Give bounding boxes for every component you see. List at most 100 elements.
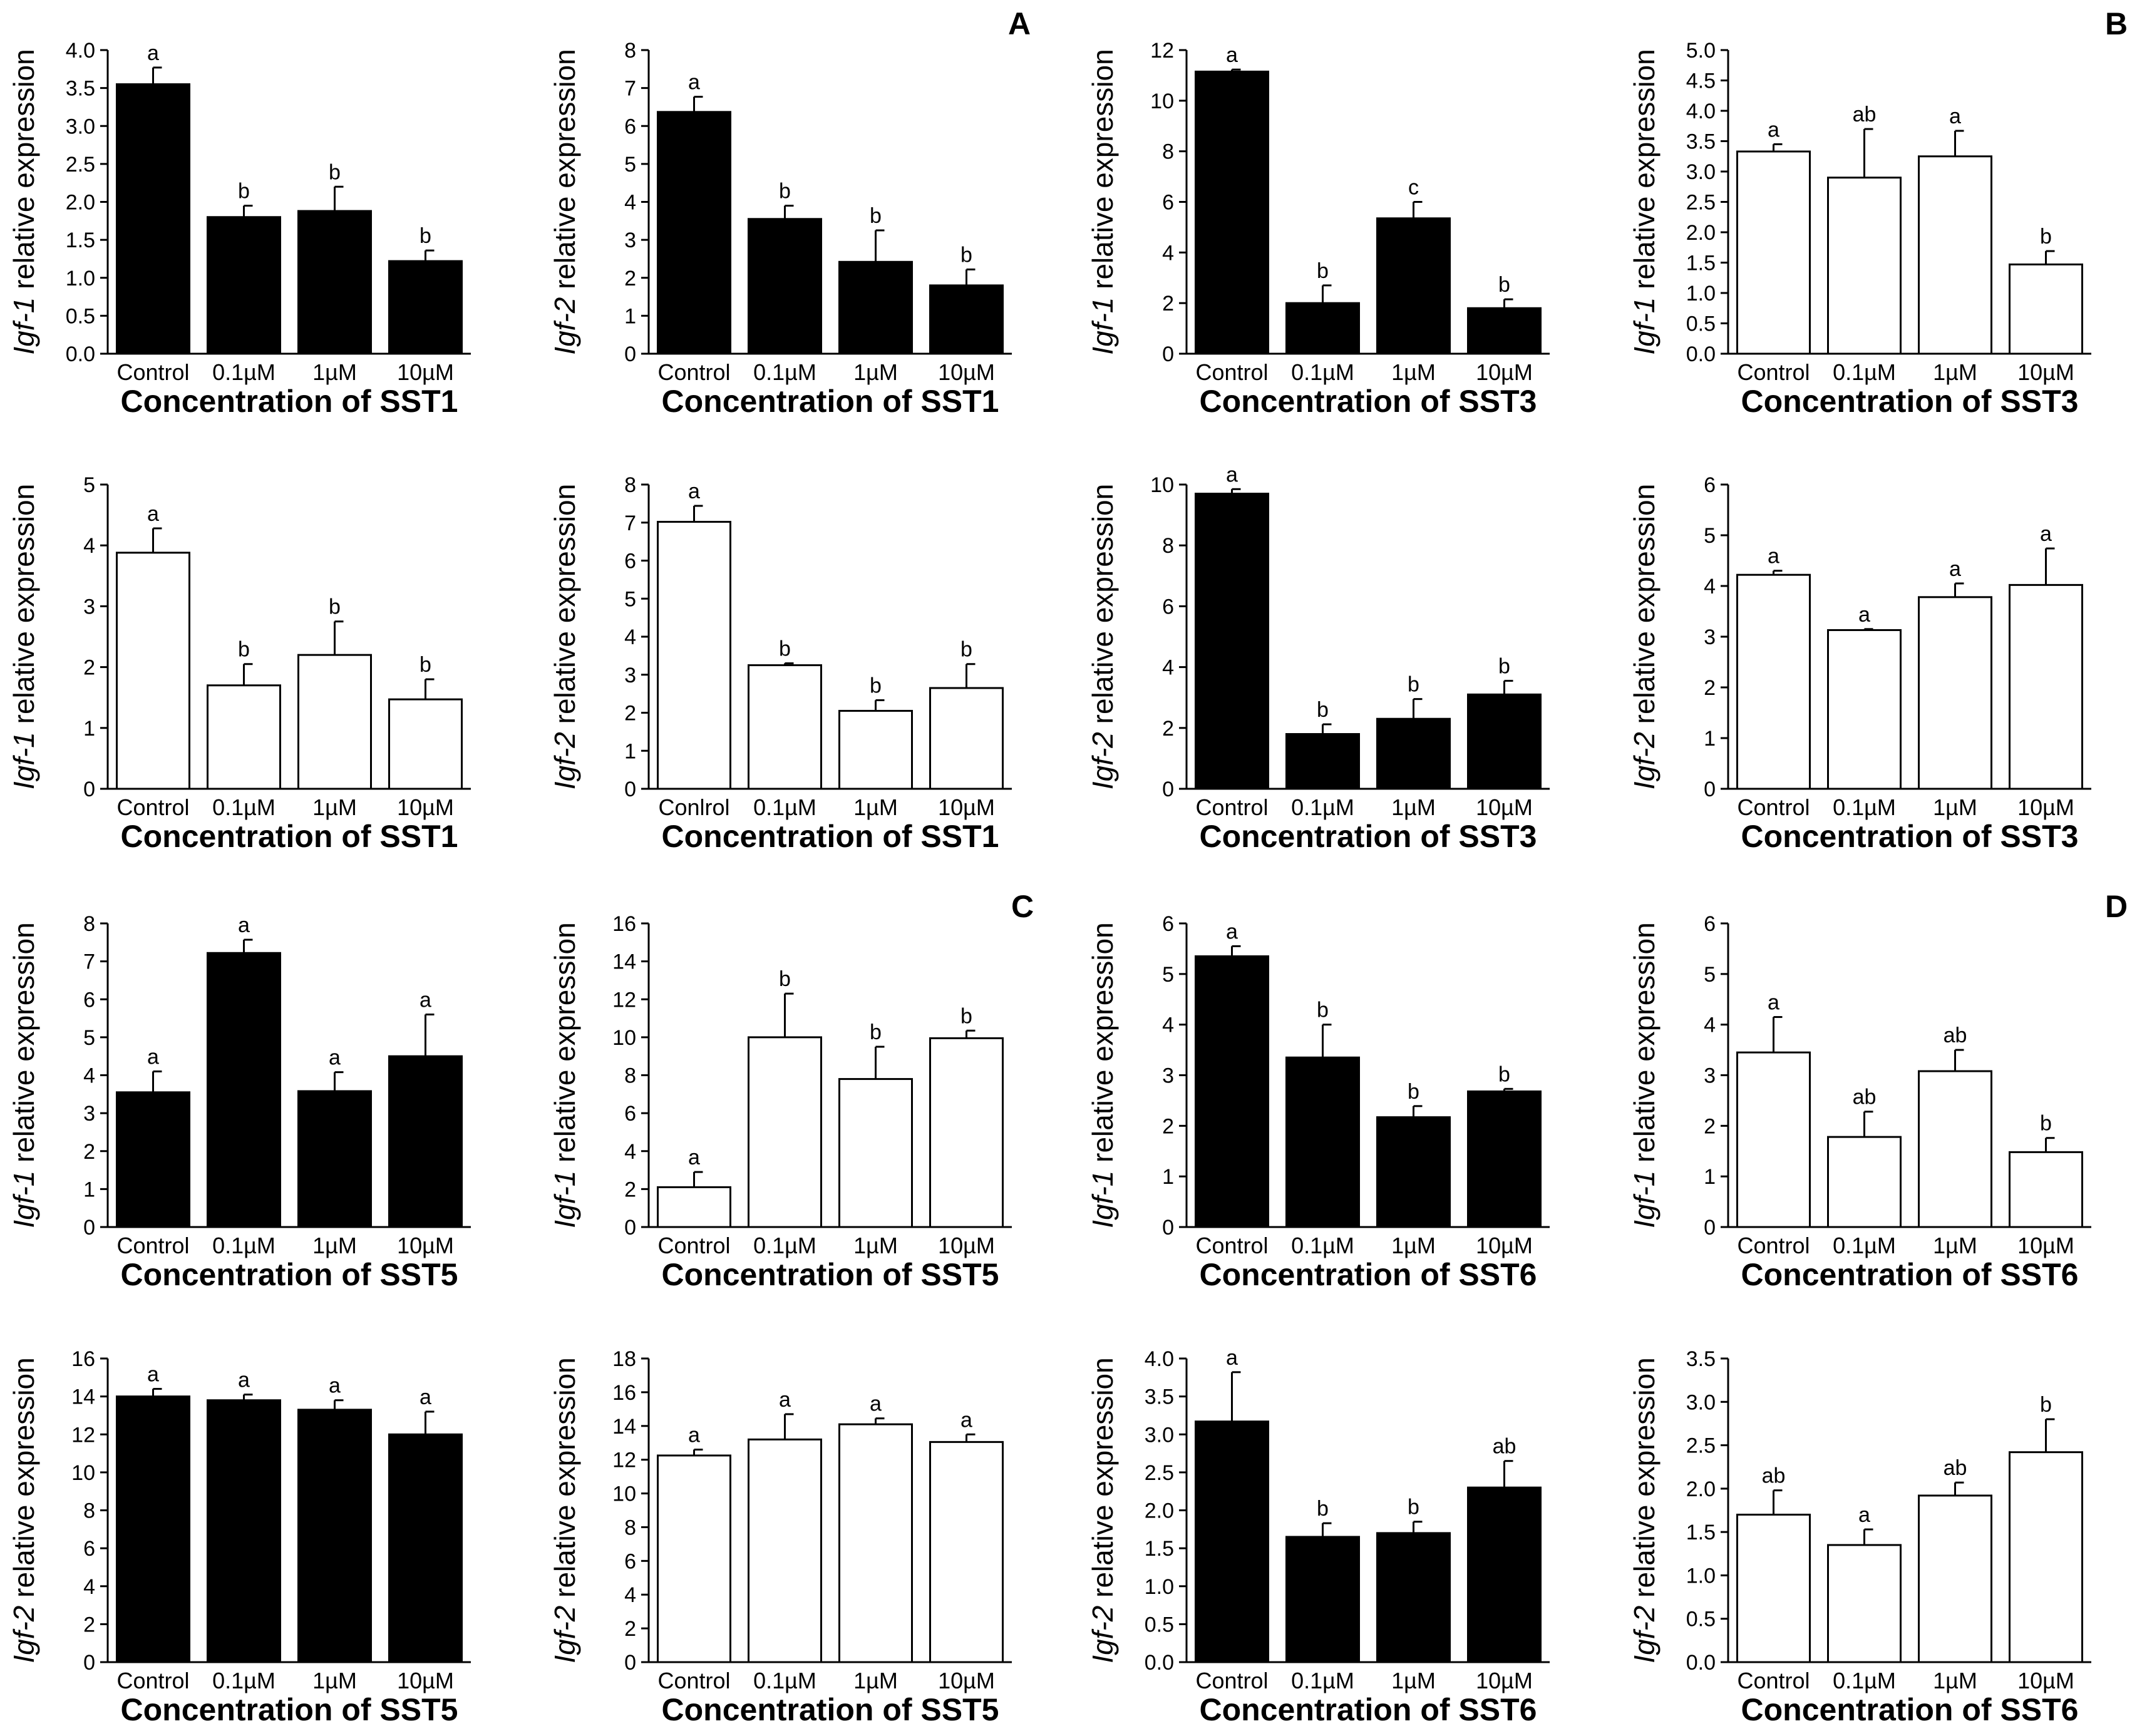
x-tick-label: 10µM bbox=[2017, 1668, 2074, 1693]
y-axis-title: Igf-2 relative expression bbox=[8, 1357, 40, 1663]
x-tick-label: 0.1µM bbox=[212, 1233, 275, 1258]
significance-label: ab bbox=[1944, 1456, 1967, 1480]
significance-label: a bbox=[960, 1408, 972, 1432]
x-tick-label: Control bbox=[116, 359, 189, 385]
y-tick-label: 0 bbox=[1704, 778, 1716, 801]
x-tick-label: 10µM bbox=[938, 794, 995, 820]
y-tick-label: 2 bbox=[1162, 717, 1174, 741]
significance-label: a bbox=[1226, 920, 1238, 943]
significance-label: b bbox=[420, 653, 431, 677]
y-tick-label: 6 bbox=[1162, 595, 1174, 619]
x-tick-label: 1µM bbox=[853, 1233, 898, 1258]
y-tick-label: 3 bbox=[83, 595, 95, 619]
x-axis-title: Concentration of SST6 bbox=[1741, 1692, 2079, 1727]
x-tick-label: 1µM bbox=[312, 1668, 357, 1693]
bar bbox=[297, 1090, 372, 1228]
significance-label: b bbox=[329, 160, 341, 184]
x-tick-label: 1µM bbox=[1933, 1668, 1977, 1693]
y-tick-label: 1 bbox=[624, 739, 636, 763]
x-tick-label: 10µM bbox=[2017, 359, 2074, 385]
y-axis-title-rest: relative expression bbox=[1086, 49, 1119, 297]
y-tick-label: 3 bbox=[624, 229, 636, 252]
y-tick-label: 4 bbox=[1162, 241, 1174, 265]
y-tick-label: 4.5 bbox=[1686, 69, 1716, 93]
panel-letter-a: A bbox=[1008, 6, 1031, 41]
y-tick-label: 2.5 bbox=[1686, 191, 1716, 215]
x-tick-label: 0.1µM bbox=[1833, 1233, 1896, 1258]
y-tick-label: 3.5 bbox=[1686, 130, 1716, 154]
y-axis-title-rest: relative expression bbox=[548, 49, 581, 297]
bar bbox=[657, 1454, 731, 1663]
significance-label: b bbox=[960, 1004, 972, 1028]
y-tick-label: 6 bbox=[83, 1537, 95, 1561]
y-axis-title-rest: relative expression bbox=[8, 1357, 40, 1605]
chart-panel-6: 0 1 2 3 4 5 6 7 8 a Conlrol b 0.1µM b 1µM b 10µMConcentr… bbox=[548, 473, 1012, 854]
y-tick-label: 6 bbox=[624, 1549, 636, 1573]
y-tick-label: 2.0 bbox=[1686, 221, 1716, 245]
x-tick-label: 1µM bbox=[312, 359, 357, 385]
significance-label: a bbox=[420, 1385, 431, 1409]
x-tick-label: 1µM bbox=[312, 794, 357, 820]
significance-label: a bbox=[1768, 545, 1779, 568]
bar bbox=[1827, 629, 1902, 790]
y-tick-label: 8 bbox=[83, 1499, 95, 1523]
bar bbox=[1285, 302, 1360, 355]
y-axis-title-gene: Igf-2 bbox=[1628, 732, 1661, 789]
bar bbox=[657, 521, 731, 790]
y-tick-label: 2.0 bbox=[1686, 1477, 1716, 1501]
bar bbox=[116, 1395, 190, 1663]
bar bbox=[116, 552, 190, 790]
y-tick-label: 2.5 bbox=[1686, 1434, 1716, 1458]
bar bbox=[1195, 70, 1269, 355]
chart-panel-3: 0 2 4 6 8 10 12 a Control b 0.1µM c 1µM b 10µMConcentr… bbox=[1086, 39, 1550, 419]
y-tick-label: 4.0 bbox=[66, 39, 95, 63]
x-tick-label: Control bbox=[1737, 1668, 1810, 1693]
y-tick-label: 1 bbox=[1704, 727, 1716, 751]
chart-panel-10: 0 2 4 6 8 10 12 14 16 a Control b 0.1µM b 1µM b 10µMConc… bbox=[548, 912, 1012, 1292]
y-axis-title-gene: Igf-1 bbox=[548, 1171, 581, 1228]
y-tick-label: 7 bbox=[624, 511, 636, 535]
y-tick-label: 6 bbox=[1704, 473, 1716, 497]
x-tick-label: 10µM bbox=[1476, 1233, 1533, 1258]
significance-label: b bbox=[238, 180, 250, 203]
y-tick-label: 5.0 bbox=[1686, 39, 1716, 63]
x-tick-label: 0.1µM bbox=[1833, 1668, 1896, 1693]
y-tick-label: 6 bbox=[624, 550, 636, 573]
y-axis-title: Igf-1 relative expression bbox=[1628, 49, 1661, 354]
y-tick-label: 5 bbox=[1162, 963, 1174, 987]
x-axis-title: Concentration of SST6 bbox=[1200, 1692, 1537, 1727]
x-axis-title: Concentration of SST3 bbox=[1741, 384, 2079, 419]
significance-label: a bbox=[420, 989, 431, 1012]
y-axis-title-rest: relative expression bbox=[1086, 1357, 1119, 1605]
x-axis-title: Concentration of SST6 bbox=[1200, 1257, 1537, 1292]
y-axis-title-rest: relative expression bbox=[1086, 484, 1119, 732]
y-tick-label: 5 bbox=[83, 1026, 95, 1050]
bar bbox=[748, 1438, 822, 1663]
bar bbox=[1736, 150, 1811, 355]
y-tick-label: 0 bbox=[624, 1216, 636, 1240]
significance-label: ab bbox=[1762, 1464, 1786, 1488]
y-tick-label: 1.0 bbox=[1686, 282, 1716, 306]
y-axis-title-gene: Igf-1 bbox=[8, 297, 40, 355]
bar bbox=[1918, 1494, 1992, 1663]
y-tick-label: 2 bbox=[1704, 676, 1716, 700]
significance-label: a bbox=[147, 41, 159, 65]
chart-panel-9: 0 1 2 3 4 5 6 7 8 a Control a 0.1µM a 1µM a 10µMConcentr… bbox=[8, 912, 471, 1292]
bar bbox=[748, 664, 822, 790]
x-tick-label: Control bbox=[1195, 794, 1268, 820]
y-tick-label: 7 bbox=[83, 950, 95, 974]
bar bbox=[1467, 307, 1542, 355]
x-tick-label: 0.1µM bbox=[1291, 359, 1354, 385]
significance-label: a bbox=[2040, 522, 2052, 546]
significance-label: b bbox=[1317, 1497, 1329, 1521]
bar bbox=[1376, 1532, 1451, 1663]
y-tick-label: 1.5 bbox=[66, 229, 95, 252]
y-tick-label: 0.5 bbox=[66, 304, 95, 328]
bar bbox=[1918, 1070, 1992, 1228]
y-tick-label: 14 bbox=[612, 1415, 636, 1439]
y-tick-label: 3.5 bbox=[1145, 1385, 1174, 1409]
bar bbox=[116, 83, 190, 355]
significance-label: b bbox=[1408, 673, 1419, 697]
y-tick-label: 8 bbox=[1162, 534, 1174, 558]
y-tick-label: 6 bbox=[1162, 191, 1174, 215]
